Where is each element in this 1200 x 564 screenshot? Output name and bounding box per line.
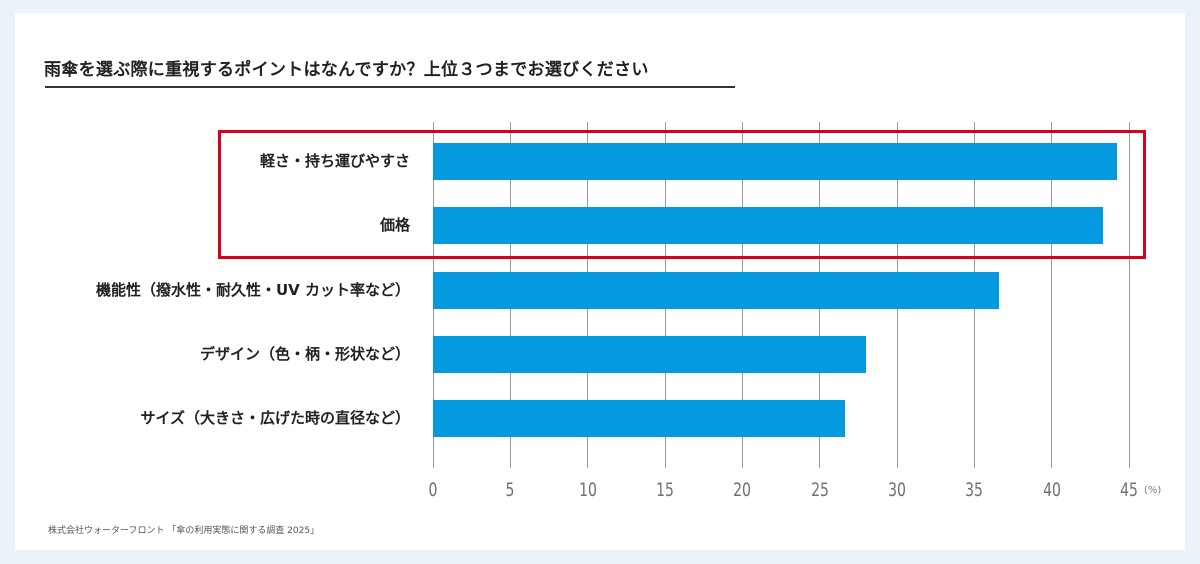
gridline-45 [1128,122,1130,468]
source-note: 株式会社ウォーターフロント 「傘の利用実態に関する調査 2025」 [48,526,320,536]
x-tick-label: 15 [656,479,674,501]
x-tick-label: 30 [888,479,907,501]
gridline-40 [1051,122,1053,468]
bar [433,336,867,373]
chart-title: 雨傘を選ぶ際に重視するポイントはなんですか？上位３つまでお選びください [44,60,649,80]
category-label: 価格 [379,216,410,234]
x-tick-label: 40 [1042,479,1061,501]
bar [433,143,1117,180]
highlight-box [218,130,1146,259]
category-label: デザイン（色・柄・形状など） [199,345,410,363]
x-tick-label: 10 [578,479,597,501]
x-tick-label: 5 [505,479,515,501]
x-tick-label: 25 [810,479,829,501]
x-tick-label: 45 [1120,479,1139,501]
category-label: 軽さ・持ち運びやすさ [259,152,410,170]
bar [433,400,845,437]
x-tick-label: 35 [965,479,984,501]
title-underline [45,86,735,88]
axis-unit-label: (%) [1144,485,1162,496]
category-label: サイズ（大きさ・広げた時の直径など） [140,409,410,427]
bar [433,207,1103,244]
bar [433,272,1000,309]
x-tick-label: 0 [428,479,438,501]
category-label: 機能性（撥水性・耐久性・UV カット率など） [95,281,410,299]
x-tick-label: 20 [733,479,752,501]
